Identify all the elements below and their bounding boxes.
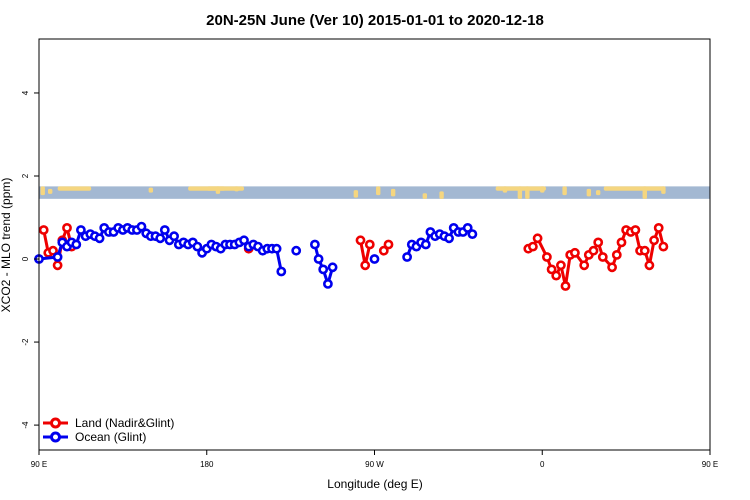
map-land-patch xyxy=(586,188,592,197)
data-point xyxy=(546,264,557,275)
map-land-patch xyxy=(390,188,396,197)
data-point xyxy=(462,222,473,233)
map-land-mass xyxy=(603,186,666,191)
x-axis-label: Longitude (deg E) xyxy=(327,477,422,491)
legend-land-label: Land (Nadir&Glint) xyxy=(75,416,174,430)
y-tick-label: 2 xyxy=(21,173,30,178)
legend-item-ocean: Ocean (Glint) xyxy=(43,430,146,444)
data-point xyxy=(402,252,412,262)
chart-title: 20N-25N June (Ver 10) 2015-01-01 to 2020… xyxy=(206,12,544,29)
data-point xyxy=(313,254,324,264)
data-point xyxy=(551,270,562,281)
data-point xyxy=(378,245,389,256)
data-point xyxy=(467,229,478,239)
y-tick-label: 4 xyxy=(21,90,30,95)
data-point xyxy=(556,260,566,271)
data-point xyxy=(169,231,179,242)
data-point xyxy=(52,260,63,271)
series-layer xyxy=(34,221,669,291)
legend-item-land: Land (Nadir&Glint) xyxy=(43,416,174,430)
data-point xyxy=(318,264,329,275)
y-tick-label: -4 xyxy=(21,421,30,429)
data-point xyxy=(239,235,249,246)
data-point xyxy=(607,262,617,273)
data-point xyxy=(94,233,105,244)
data-point xyxy=(639,245,650,256)
data-point xyxy=(611,249,622,260)
series-ocean xyxy=(34,221,478,289)
data-point xyxy=(291,245,302,256)
data-point xyxy=(653,222,664,233)
data-point xyxy=(560,281,571,291)
data-point xyxy=(327,262,338,273)
map-land-mass xyxy=(57,186,92,191)
data-point xyxy=(192,241,203,252)
map-land-patch xyxy=(40,186,45,196)
data-point xyxy=(630,225,641,235)
data-point xyxy=(420,239,431,250)
data-point xyxy=(597,252,608,262)
data-point xyxy=(48,245,58,256)
map-land-mass xyxy=(495,186,546,191)
legend-ocean-swatch-marker xyxy=(50,431,61,443)
data-point xyxy=(159,225,170,235)
series-land xyxy=(38,222,669,291)
world-map-band xyxy=(39,186,710,199)
y-axis-label: XCO2 - MLO trend (ppm) xyxy=(0,178,13,313)
data-point xyxy=(62,222,72,233)
data-point xyxy=(383,239,394,250)
map-land-patch xyxy=(47,188,53,194)
x-axis: 90 E 180 90 W 0 90 E xyxy=(31,450,718,469)
data-point xyxy=(588,245,599,256)
data-point xyxy=(444,233,454,244)
data-point xyxy=(364,239,375,250)
x-tick-label: 90 W xyxy=(365,460,384,469)
data-point xyxy=(616,237,627,248)
map-land-patch xyxy=(422,193,428,199)
map-land-patch xyxy=(353,190,359,198)
data-point xyxy=(136,221,147,232)
data-point xyxy=(593,237,604,248)
y-tick-label: -2 xyxy=(21,338,30,346)
data-point xyxy=(532,233,543,244)
map-land-patch xyxy=(376,186,381,196)
data-point xyxy=(570,247,580,258)
data-point xyxy=(355,235,366,246)
data-point xyxy=(276,266,287,277)
data-point xyxy=(649,235,659,246)
map-land xyxy=(40,186,666,199)
data-point xyxy=(322,278,333,289)
x-tick-label: 90 E xyxy=(31,460,47,469)
legend-land-swatch-marker xyxy=(50,417,61,429)
data-point xyxy=(271,243,282,254)
y-axis: -4 -2 0 2 4 xyxy=(21,90,39,429)
legend: Land (Nadir&Glint) Ocean (Glint) xyxy=(43,416,174,444)
data-point xyxy=(528,241,538,252)
data-point xyxy=(369,254,380,264)
legend-ocean-label: Ocean (Glint) xyxy=(75,430,146,444)
map-land-mass xyxy=(206,186,245,191)
data-point xyxy=(579,260,590,271)
map-land-patch xyxy=(148,187,154,193)
data-point xyxy=(542,252,552,262)
map-land-patch xyxy=(439,191,444,199)
x-tick-label: 0 xyxy=(540,460,545,469)
map-land-patch xyxy=(595,190,601,196)
data-point xyxy=(309,239,320,250)
y-tick-label: 0 xyxy=(21,256,30,261)
data-point xyxy=(52,252,63,262)
data-point xyxy=(71,239,82,250)
data-point xyxy=(38,225,49,235)
data-point xyxy=(76,225,86,235)
x-tick-label: 90 E xyxy=(702,460,718,469)
data-point xyxy=(644,260,655,271)
data-point xyxy=(658,241,669,252)
data-point xyxy=(360,260,371,271)
data-point xyxy=(155,233,166,244)
x-tick-label: 180 xyxy=(200,460,214,469)
map-land-patch xyxy=(562,186,567,196)
